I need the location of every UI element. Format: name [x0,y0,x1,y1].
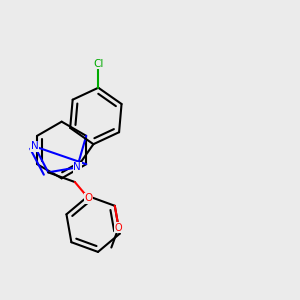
Text: N: N [73,162,81,172]
Text: N: N [31,141,38,152]
Text: O: O [115,223,122,232]
Text: O: O [84,193,93,203]
Text: Cl: Cl [93,59,103,69]
